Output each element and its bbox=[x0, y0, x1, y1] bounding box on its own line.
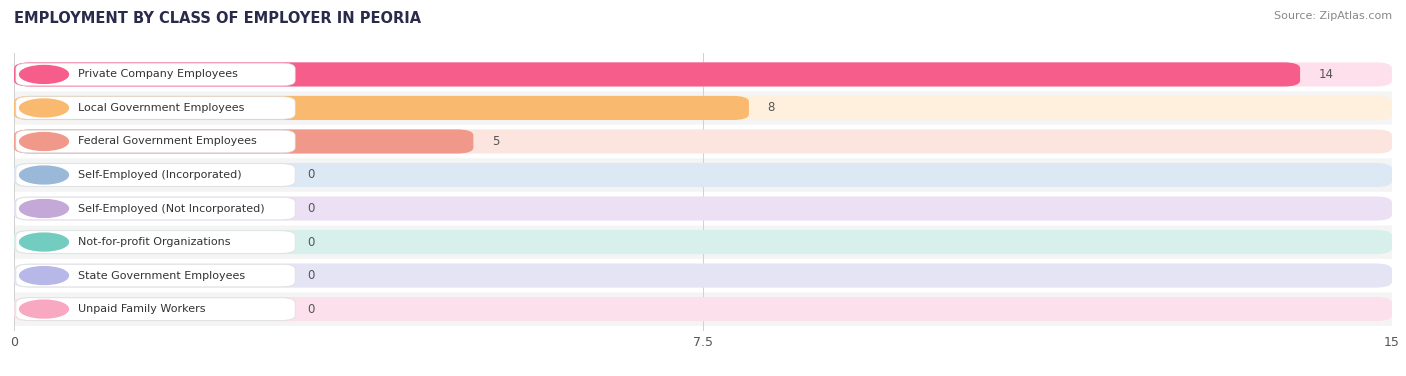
Text: 0: 0 bbox=[307, 303, 315, 315]
FancyBboxPatch shape bbox=[15, 63, 295, 86]
Text: Not-for-profit Organizations: Not-for-profit Organizations bbox=[77, 237, 231, 247]
Text: 14: 14 bbox=[1319, 68, 1333, 81]
Text: 0: 0 bbox=[307, 235, 315, 249]
FancyBboxPatch shape bbox=[14, 58, 1392, 91]
FancyBboxPatch shape bbox=[14, 91, 1392, 125]
FancyBboxPatch shape bbox=[14, 163, 1392, 187]
Text: 5: 5 bbox=[492, 135, 499, 148]
Circle shape bbox=[20, 300, 69, 318]
FancyBboxPatch shape bbox=[14, 62, 1392, 86]
Text: 0: 0 bbox=[307, 168, 315, 182]
Text: 0: 0 bbox=[307, 269, 315, 282]
Text: 8: 8 bbox=[768, 102, 775, 114]
FancyBboxPatch shape bbox=[14, 230, 1392, 254]
Text: State Government Employees: State Government Employees bbox=[77, 271, 245, 280]
FancyBboxPatch shape bbox=[14, 225, 1392, 259]
Text: Source: ZipAtlas.com: Source: ZipAtlas.com bbox=[1274, 11, 1392, 21]
Text: EMPLOYMENT BY CLASS OF EMPLOYER IN PEORIA: EMPLOYMENT BY CLASS OF EMPLOYER IN PEORI… bbox=[14, 11, 422, 26]
Text: Self-Employed (Incorporated): Self-Employed (Incorporated) bbox=[77, 170, 242, 180]
FancyBboxPatch shape bbox=[14, 125, 1392, 158]
FancyBboxPatch shape bbox=[15, 264, 295, 287]
Text: Self-Employed (Not Incorporated): Self-Employed (Not Incorporated) bbox=[77, 203, 264, 214]
FancyBboxPatch shape bbox=[14, 292, 1392, 326]
FancyBboxPatch shape bbox=[15, 231, 295, 253]
FancyBboxPatch shape bbox=[14, 196, 1392, 221]
Circle shape bbox=[20, 65, 69, 83]
FancyBboxPatch shape bbox=[14, 192, 1392, 225]
Text: Unpaid Family Workers: Unpaid Family Workers bbox=[77, 304, 205, 314]
FancyBboxPatch shape bbox=[14, 96, 1392, 120]
Circle shape bbox=[20, 133, 69, 150]
FancyBboxPatch shape bbox=[14, 158, 1392, 192]
Text: Federal Government Employees: Federal Government Employees bbox=[77, 136, 256, 147]
FancyBboxPatch shape bbox=[14, 259, 1392, 292]
FancyBboxPatch shape bbox=[15, 298, 295, 320]
Text: 0: 0 bbox=[307, 202, 315, 215]
Circle shape bbox=[20, 99, 69, 117]
FancyBboxPatch shape bbox=[14, 297, 1392, 321]
FancyBboxPatch shape bbox=[15, 130, 295, 153]
FancyBboxPatch shape bbox=[14, 96, 749, 120]
FancyBboxPatch shape bbox=[14, 129, 1392, 153]
FancyBboxPatch shape bbox=[15, 197, 295, 220]
FancyBboxPatch shape bbox=[14, 129, 474, 153]
Circle shape bbox=[20, 267, 69, 285]
Text: Local Government Employees: Local Government Employees bbox=[77, 103, 245, 113]
Circle shape bbox=[20, 166, 69, 184]
Text: Private Company Employees: Private Company Employees bbox=[77, 70, 238, 79]
FancyBboxPatch shape bbox=[15, 97, 295, 119]
FancyBboxPatch shape bbox=[14, 264, 1392, 288]
Circle shape bbox=[20, 233, 69, 251]
FancyBboxPatch shape bbox=[15, 164, 295, 186]
FancyBboxPatch shape bbox=[14, 62, 1301, 86]
Circle shape bbox=[20, 200, 69, 217]
